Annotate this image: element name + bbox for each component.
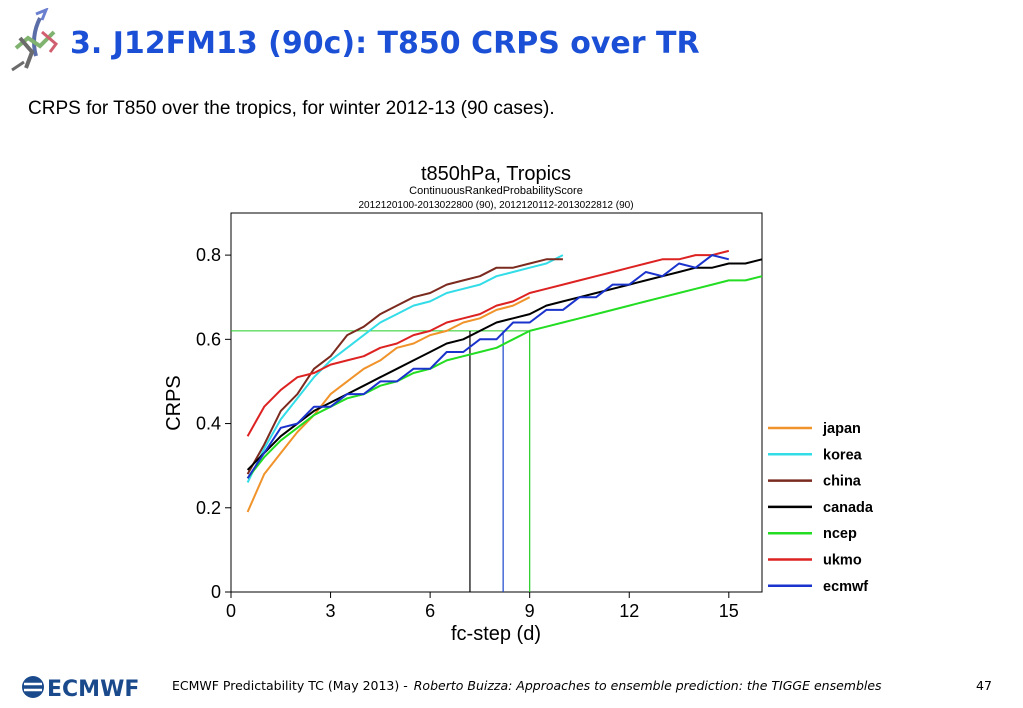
series-line-korea [246, 254, 564, 483]
y-tick-label: 0.6 [196, 329, 221, 349]
x-tick-label: 3 [326, 601, 336, 621]
tigge-logo-icon [11, 8, 59, 72]
ecmwf-logo-text: ECMWF [47, 677, 139, 700]
footer-event: ECMWF Predictability TC (May 2013) - [172, 678, 408, 693]
series-line-ukmo [246, 249, 730, 437]
legend-label-ecmwf: ecmwf [823, 579, 868, 595]
plot-area-frame [230, 212, 763, 593]
y-tick-label: 0.8 [196, 245, 221, 265]
legend-label-japan: japan [822, 421, 861, 437]
chart-title: t850hPa, Tropics [421, 163, 571, 185]
x-tick-label: 12 [619, 601, 639, 621]
chart-legend: japan korea china canada ncep ukmo ecmwf [768, 421, 874, 595]
y-tick-label: 0.2 [196, 498, 221, 518]
slide-title: 3. J12FM13 (90c): T850 CRPS over TR [70, 26, 700, 61]
legend-label-korea: korea [823, 447, 863, 463]
legend-label-ukmo: ukmo [823, 553, 862, 569]
chart-subtitle: ContinuousRankedProbabilityScore [409, 185, 583, 197]
x-axis-label: fc-step (d) [451, 623, 541, 645]
y-tick-label: 0 [211, 582, 221, 602]
series-line-ecmwf [246, 254, 730, 479]
legend-label-ncep: ncep [823, 526, 857, 542]
series-line-japan [246, 296, 531, 513]
y-tick-label: 0.4 [196, 414, 221, 434]
legend-label-china: china [823, 474, 862, 490]
series-line-ncep [246, 275, 763, 479]
x-tick-label: 15 [719, 601, 739, 621]
x-tick-label: 9 [525, 601, 535, 621]
chart-date-range: 2012120100-2013022800 (90), 2012120112-2… [358, 200, 633, 211]
x-tick-label: 0 [226, 601, 236, 621]
slide-subtitle: CRPS for T850 over the tropics, for wint… [28, 98, 555, 119]
ecmwf-logo-icon: ECMWF [22, 676, 139, 700]
series-line-canada [246, 258, 763, 471]
legend-label-canada: canada [823, 500, 874, 516]
y-axis-label: CRPS [163, 375, 185, 431]
series-line-china [246, 258, 563, 475]
footer-text: ECMWF Predictability TC (May 2013) - Robe… [172, 678, 882, 693]
x-tick-label: 6 [425, 601, 435, 621]
page-number: 47 [976, 678, 992, 693]
footer-author: Roberto Buizza: Approaches to ensemble p… [413, 678, 882, 693]
